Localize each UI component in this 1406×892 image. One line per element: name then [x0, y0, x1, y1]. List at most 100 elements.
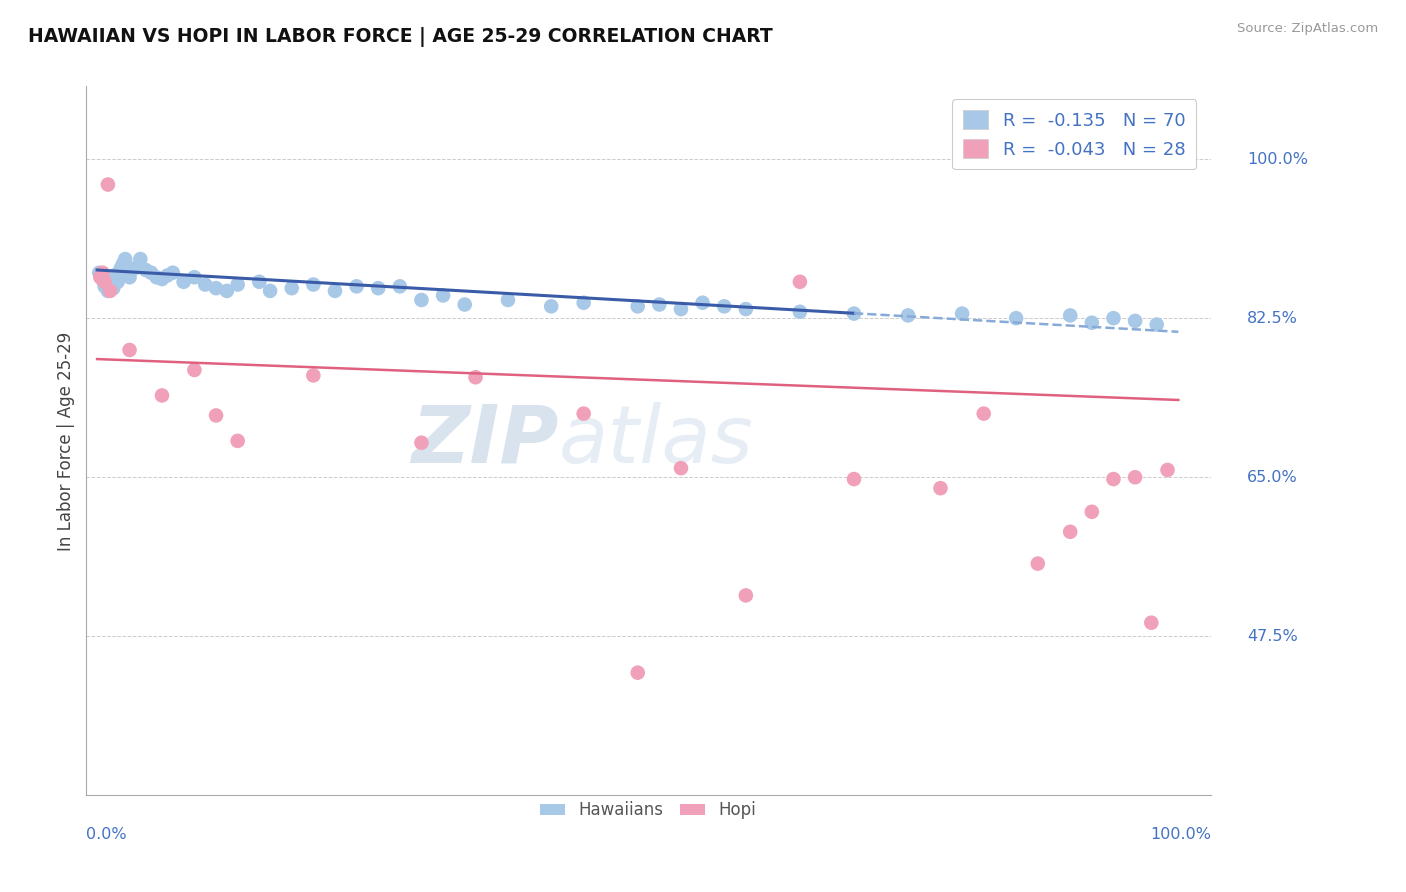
Hopi	[1140, 615, 1163, 630]
Hawaiians	[98, 277, 121, 292]
Hawaiians	[713, 299, 735, 313]
Hawaiians	[93, 279, 115, 293]
Hawaiians	[1081, 316, 1104, 330]
Hawaiians	[734, 301, 756, 316]
Hopi	[1081, 505, 1104, 519]
Hawaiians	[105, 272, 128, 286]
Hawaiians	[789, 305, 811, 319]
Hawaiians	[101, 279, 124, 293]
Hawaiians	[100, 275, 122, 289]
Hopi	[929, 481, 952, 495]
Hopi	[464, 370, 486, 384]
Hopi	[572, 407, 595, 421]
Hawaiians	[124, 261, 146, 276]
Hopi	[89, 270, 111, 285]
Hawaiians	[1123, 314, 1146, 328]
Text: 47.5%: 47.5%	[1247, 629, 1298, 644]
Hopi	[1026, 557, 1049, 571]
Hopi	[973, 407, 995, 421]
Hopi	[183, 363, 205, 377]
Hawaiians	[247, 275, 270, 289]
Hawaiians	[1146, 318, 1168, 332]
Text: 82.5%: 82.5%	[1247, 310, 1298, 326]
Hawaiians	[156, 268, 179, 283]
Hawaiians	[388, 279, 411, 293]
Hopi	[91, 266, 114, 280]
Hawaiians	[97, 272, 120, 286]
Hopi	[205, 409, 228, 423]
Hopi	[118, 343, 141, 357]
Hopi	[1156, 463, 1178, 477]
Hopi	[226, 434, 249, 448]
Hawaiians	[669, 301, 692, 316]
Hawaiians	[302, 277, 325, 292]
Hawaiians	[1059, 309, 1081, 323]
Hawaiians	[259, 284, 281, 298]
Hawaiians	[1102, 311, 1125, 326]
Hawaiians	[98, 270, 121, 285]
Hopi	[669, 461, 692, 475]
Hawaiians	[97, 284, 120, 298]
Hawaiians	[117, 263, 139, 277]
Hawaiians	[572, 295, 595, 310]
Hawaiians	[323, 284, 346, 298]
Hawaiians	[96, 281, 118, 295]
Hopi	[302, 368, 325, 383]
Hawaiians	[129, 252, 152, 266]
Hawaiians	[280, 281, 302, 295]
Hawaiians	[114, 252, 136, 266]
Text: 100.0%: 100.0%	[1150, 827, 1211, 842]
Hawaiians	[103, 268, 125, 283]
Hawaiians	[627, 299, 650, 313]
Hawaiians	[107, 266, 129, 280]
Hawaiians	[150, 272, 173, 286]
Hawaiians	[367, 281, 389, 295]
Text: Source: ZipAtlas.com: Source: ZipAtlas.com	[1237, 22, 1378, 36]
Hawaiians	[93, 275, 115, 289]
Hawaiians	[1005, 311, 1028, 326]
Hawaiians	[135, 263, 157, 277]
Hawaiians	[112, 257, 135, 271]
Hawaiians	[91, 272, 114, 286]
Text: 0.0%: 0.0%	[86, 827, 127, 842]
Hawaiians	[173, 275, 195, 289]
Y-axis label: In Labor Force | Age 25-29: In Labor Force | Age 25-29	[58, 331, 75, 550]
Hawaiians	[692, 295, 714, 310]
Hawaiians	[89, 266, 111, 280]
Hopi	[97, 178, 120, 192]
Hawaiians	[454, 297, 477, 311]
Hawaiians	[104, 270, 127, 285]
Hawaiians	[194, 277, 217, 292]
Hopi	[842, 472, 865, 486]
Hawaiians	[98, 281, 121, 295]
Hawaiians	[950, 307, 973, 321]
Hawaiians	[89, 268, 111, 283]
Hawaiians	[141, 266, 163, 280]
Hawaiians	[90, 270, 112, 285]
Hopi	[789, 275, 811, 289]
Hawaiians	[897, 309, 920, 323]
Hopi	[1123, 470, 1146, 484]
Text: 100.0%: 100.0%	[1247, 152, 1308, 167]
Text: 65.0%: 65.0%	[1247, 470, 1298, 484]
Hawaiians	[145, 270, 167, 285]
Hawaiians	[118, 270, 141, 285]
Hopi	[93, 275, 115, 289]
Hawaiians	[648, 297, 671, 311]
Legend: Hawaiians, Hopi: Hawaiians, Hopi	[534, 795, 763, 826]
Hopi	[627, 665, 650, 680]
Hawaiians	[215, 284, 238, 298]
Hawaiians	[94, 277, 117, 292]
Hawaiians	[346, 279, 368, 293]
Hawaiians	[540, 299, 562, 313]
Hawaiians	[205, 281, 228, 295]
Text: HAWAIIAN VS HOPI IN LABOR FORCE | AGE 25-29 CORRELATION CHART: HAWAIIAN VS HOPI IN LABOR FORCE | AGE 25…	[28, 27, 773, 46]
Hawaiians	[107, 275, 129, 289]
Hawaiians	[162, 266, 184, 280]
Hawaiians	[411, 293, 433, 307]
Text: ZIP: ZIP	[411, 402, 558, 480]
Hopi	[1102, 472, 1125, 486]
Text: atlas: atlas	[558, 402, 754, 480]
Hawaiians	[226, 277, 249, 292]
Hawaiians	[110, 261, 132, 276]
